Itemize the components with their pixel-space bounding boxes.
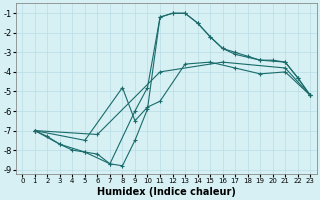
X-axis label: Humidex (Indice chaleur): Humidex (Indice chaleur) xyxy=(97,187,236,197)
